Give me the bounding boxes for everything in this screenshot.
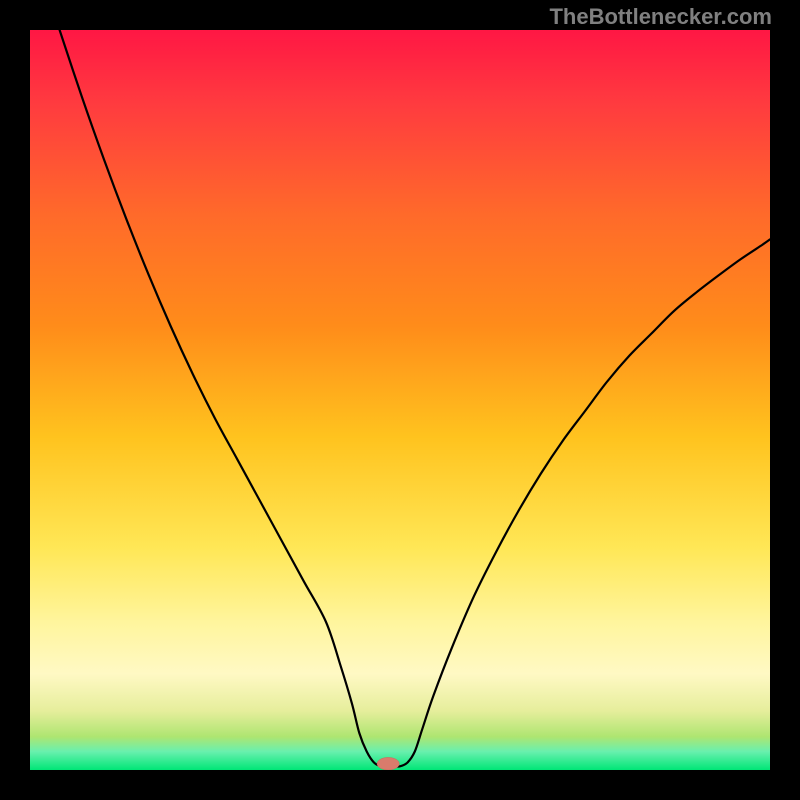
chart-background [30,30,770,770]
watermark: TheBottlenecker.com [549,4,772,30]
plot-area [30,30,770,770]
optimal-marker [377,757,399,770]
plot-svg [30,30,770,770]
chart-stage: TheBottlenecker.com [0,0,800,800]
